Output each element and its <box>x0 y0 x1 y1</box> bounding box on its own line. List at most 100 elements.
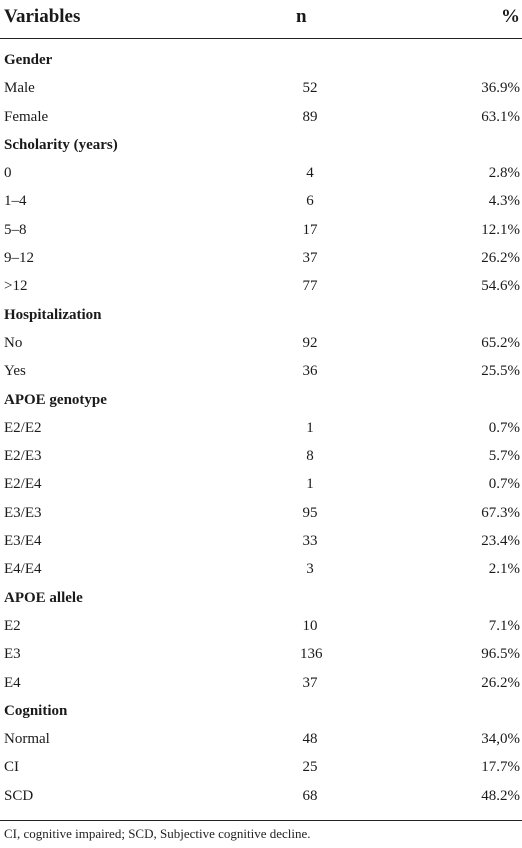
row-n-value: 36 <box>302 363 318 380</box>
row-n-value: 89 <box>302 108 318 125</box>
row-n-value: 10 <box>302 617 318 634</box>
row-n-value: 77 <box>302 278 318 295</box>
row-n-value: 4 <box>306 165 314 182</box>
table-body: Gender Male 52 36.9% Female 89 63.1% Scholarity… <box>0 48 522 812</box>
table-row: E2 10 7.1% <box>0 614 522 642</box>
row-label: SCD <box>4 787 34 804</box>
row-n-value: 8 <box>306 448 314 465</box>
table-row: 1–4 6 4.3% <box>0 189 522 217</box>
row-label: 5–8 <box>4 221 27 238</box>
row-percent-value: 48.2% <box>481 787 520 804</box>
section-label: APOE genotype <box>4 391 107 408</box>
row-n-value: 17 <box>302 221 318 238</box>
section-label: Hospitalization <box>4 306 102 323</box>
row-percent-value: 17.7% <box>481 759 520 776</box>
row-label: CI <box>4 759 19 776</box>
table-row: 0 4 2.8% <box>0 161 522 189</box>
row-label: E3/E4 <box>4 533 42 550</box>
row-label: E4 <box>4 674 21 691</box>
table-row: E4/E4 3 2.1% <box>0 557 522 585</box>
row-percent-value: 63.1% <box>481 108 520 125</box>
table-row: Female 89 63.1% <box>0 105 522 133</box>
row-label: E3 <box>4 646 21 663</box>
row-percent-value: 2.1% <box>488 561 520 578</box>
row-percent-value: 54.6% <box>481 278 520 295</box>
row-label: Yes <box>4 363 26 380</box>
section-header-row: APOE genotype <box>0 388 522 416</box>
row-n-value: 1 <box>306 419 314 436</box>
row-n-value: 136 <box>300 646 323 663</box>
row-n-value: 3 <box>306 561 314 578</box>
row-percent-value: 0.7% <box>488 419 520 436</box>
row-label: No <box>4 334 23 351</box>
row-label: Male <box>4 80 35 97</box>
row-label: E2/E2 <box>4 419 42 436</box>
table-row: E3/E4 33 23.4% <box>0 529 522 557</box>
row-label: E2/E4 <box>4 476 42 493</box>
row-percent-value: 5.7% <box>488 448 520 465</box>
row-label: 9–12 <box>4 250 34 267</box>
row-n-value: 48 <box>302 731 318 748</box>
table-row: Normal 48 34,0% <box>0 727 522 755</box>
table-row: SCD 68 48.2% <box>0 784 522 812</box>
row-percent-value: 7.1% <box>488 617 520 634</box>
row-label: 0 <box>4 165 12 182</box>
row-label: E3/E3 <box>4 504 42 521</box>
row-n-value: 37 <box>302 674 318 691</box>
row-percent-value: 26.2% <box>481 250 520 267</box>
section-label: APOE allele <box>4 589 83 606</box>
section-header-row: Hospitalization <box>0 303 522 331</box>
row-n-value: 1 <box>306 476 314 493</box>
row-n-value: 52 <box>302 80 318 97</box>
row-n-value: 95 <box>302 504 318 521</box>
table-row: E3 136 96.5% <box>0 642 522 670</box>
row-label: 1–4 <box>4 193 27 210</box>
header-percent: % <box>501 6 520 27</box>
row-percent-value: 25.5% <box>481 363 520 380</box>
row-label: Normal <box>4 731 50 748</box>
row-label: >12 <box>4 278 28 295</box>
table-row: CI 25 17.7% <box>0 755 522 783</box>
section-header-row: Cognition <box>0 699 522 727</box>
row-n-value: 68 <box>302 787 318 804</box>
table-row: E2/E4 1 0.7% <box>0 472 522 500</box>
row-label: E2 <box>4 617 21 634</box>
header-variables: Variables <box>4 6 81 27</box>
row-percent-value: 34,0% <box>481 731 520 748</box>
row-n-value: 6 <box>306 193 314 210</box>
section-label: Cognition <box>4 702 68 719</box>
row-percent-value: 12.1% <box>481 221 520 238</box>
row-n-value: 25 <box>302 759 318 776</box>
table-row: Male 52 36.9% <box>0 76 522 104</box>
row-label: E2/E3 <box>4 448 42 465</box>
row-percent-value: 23.4% <box>481 533 520 550</box>
table-row: 5–8 17 12.1% <box>0 218 522 246</box>
table-row: No 92 65.2% <box>0 331 522 359</box>
section-label: Gender <box>4 52 53 68</box>
table-header: Variables n % <box>0 0 522 39</box>
row-percent-value: 4.3% <box>488 193 520 210</box>
section-header-row: Gender <box>0 48 522 76</box>
table-row: E4 37 26.2% <box>0 671 522 699</box>
table-row: >12 77 54.6% <box>0 274 522 302</box>
table-row: E3/E3 95 67.3% <box>0 501 522 529</box>
row-percent-value: 65.2% <box>481 334 520 351</box>
section-header-row: Scholarity (years) <box>0 133 522 161</box>
row-percent-value: 0.7% <box>488 476 520 493</box>
table-row: E2/E2 1 0.7% <box>0 416 522 444</box>
section-label: Scholarity (years) <box>4 136 118 153</box>
section-header-row: APOE allele <box>0 586 522 614</box>
table-row: E2/E3 8 5.7% <box>0 444 522 472</box>
header-n: n <box>296 6 307 27</box>
row-percent-value: 2.8% <box>488 165 520 182</box>
row-n-value: 92 <box>302 334 318 351</box>
table-footnote: CI, cognitive impaired; SCD, Subjective … <box>4 826 311 841</box>
row-percent-value: 96.5% <box>481 646 520 663</box>
table-row: Yes 36 25.5% <box>0 359 522 387</box>
table-bottom-rule <box>0 820 522 821</box>
row-percent-value: 67.3% <box>481 504 520 521</box>
row-label: E4/E4 <box>4 561 42 578</box>
row-percent-value: 36.9% <box>481 80 520 97</box>
table-row: 9–12 37 26.2% <box>0 246 522 274</box>
